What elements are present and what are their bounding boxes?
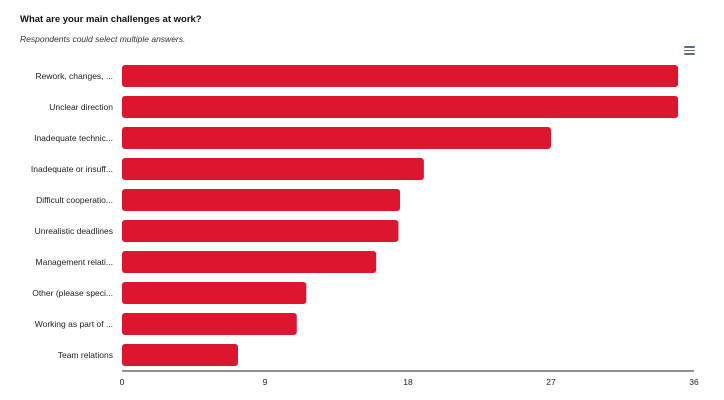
bar[interactable]: [122, 127, 551, 149]
hamburger-menu-icon[interactable]: [684, 46, 695, 56]
chart-title: What are your main challenges at work?: [20, 14, 202, 25]
x-tick-label: 0: [120, 377, 125, 387]
bar[interactable]: [122, 251, 377, 273]
bar[interactable]: [122, 313, 297, 335]
category-label: Other (please speci...: [32, 288, 113, 298]
bar[interactable]: [122, 189, 401, 211]
category-label: Unrealistic deadlines: [35, 226, 113, 236]
bar[interactable]: [122, 344, 238, 366]
bar[interactable]: [122, 282, 307, 304]
category-label: Team relations: [58, 350, 113, 360]
x-tick-label: 9: [263, 377, 268, 387]
x-tick-label: 27: [546, 377, 556, 387]
x-tick-label: 36: [689, 377, 699, 387]
category-label: Working as part of ...: [35, 319, 113, 329]
category-label: Difficult cooperatio...: [36, 195, 113, 205]
bar[interactable]: [122, 158, 424, 180]
category-label: Inadequate or insuff...: [31, 164, 113, 174]
bar[interactable]: [122, 65, 679, 87]
bar[interactable]: [122, 96, 679, 118]
x-tick-label: 18: [403, 377, 413, 387]
category-label: Rework, changes, ...: [36, 71, 113, 81]
bar[interactable]: [122, 220, 399, 242]
category-label: Inadequate technic...: [34, 133, 113, 143]
category-label: Management relati...: [36, 257, 113, 267]
chart-subtitle: Respondents could select multiple answer…: [20, 34, 186, 44]
category-label: Unclear direction: [49, 102, 113, 112]
